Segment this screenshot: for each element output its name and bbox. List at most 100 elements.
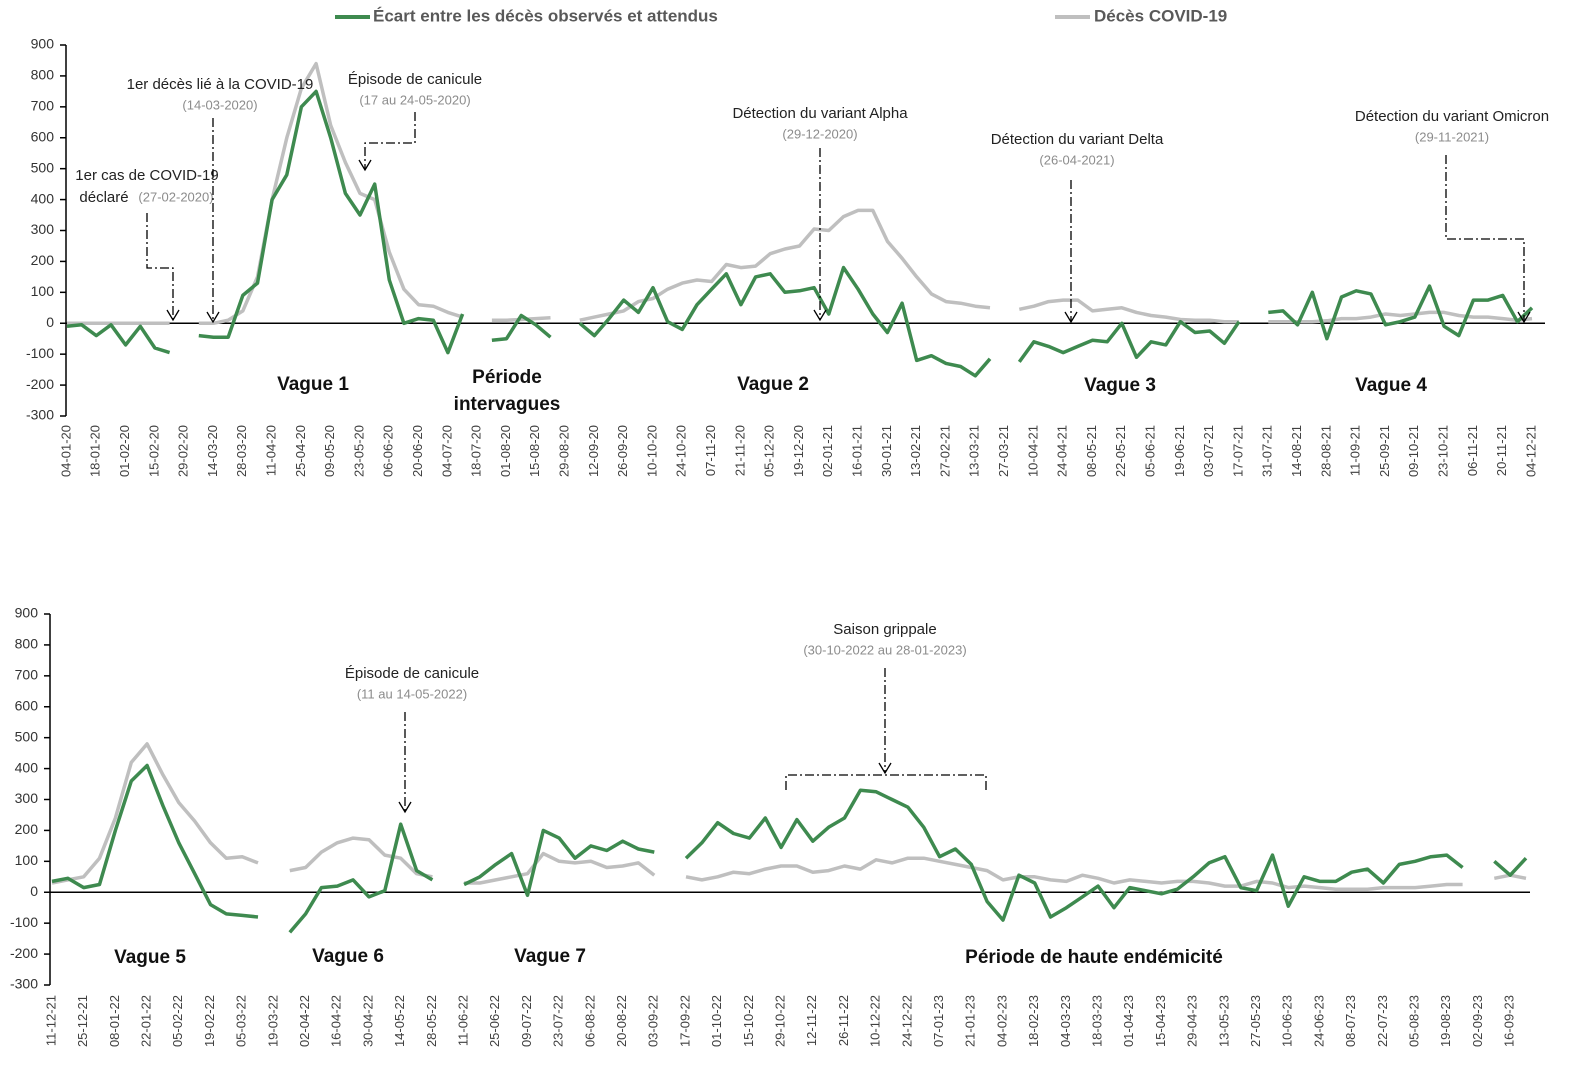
x-tick-label: 12-11-22	[804, 995, 819, 1046]
arrow-head	[878, 762, 892, 775]
x-tick-label: 04-01-20	[58, 425, 73, 477]
x-tick-label: 09-10-21	[1406, 425, 1421, 477]
arrow-head	[166, 309, 180, 322]
x-tick-label: 15-10-22	[741, 995, 756, 1047]
period-label: Vague 4	[1355, 375, 1427, 396]
x-tick-label: 17-09-22	[677, 995, 692, 1047]
x-tick-label: 18-07-20	[469, 425, 484, 477]
x-tick-label: 05-02-22	[170, 995, 185, 1047]
y-tick-label: 0	[46, 314, 54, 330]
y-tick-label: -100	[10, 914, 38, 930]
arrow-head	[813, 309, 827, 322]
x-tick-label: 20-08-22	[614, 995, 629, 1047]
annotation-date: (30-10-2022 au 28-01-2023)	[803, 642, 966, 657]
y-tick-label: 900	[15, 605, 39, 621]
x-tick-label: 16-04-22	[329, 995, 344, 1047]
y-tick-label: 900	[31, 36, 55, 52]
y-tick-label: -200	[10, 945, 38, 961]
x-tick-label: 08-07-23	[1343, 995, 1358, 1047]
annotation-date: (29-12-2020)	[782, 126, 857, 141]
annotation-text: Épisode de canicule	[348, 71, 482, 88]
x-tick-label: 26-11-22	[836, 995, 851, 1046]
y-tick-label: 400	[31, 190, 55, 206]
x-tick-label: 19-02-22	[202, 995, 217, 1047]
y-tick-label: 500	[31, 159, 55, 175]
y-tick-label: 100	[31, 283, 55, 299]
series-line	[51, 742, 1527, 891]
x-tick-label: 09-07-22	[519, 995, 534, 1047]
annotation-text: Saison grippale	[833, 621, 936, 638]
x-tick-label: 02-01-21	[820, 425, 835, 477]
y-tick-label: 800	[15, 636, 39, 652]
x-tick-label: 05-08-23	[1407, 995, 1422, 1047]
x-tick-label: 28-08-21	[1318, 425, 1333, 477]
y-tick-label: 200	[31, 252, 55, 268]
y-tick-label: 100	[15, 852, 39, 868]
legend-label: Écart entre les décès observés et attend…	[373, 6, 718, 25]
annotation-arrow	[146, 213, 174, 320]
annotation-bracket	[785, 774, 987, 790]
y-tick-label: 600	[15, 697, 39, 713]
x-tick-label: 24-04-21	[1055, 425, 1070, 477]
x-tick-label: 01-10-22	[709, 995, 724, 1047]
x-tick-label: 03-07-21	[1201, 425, 1216, 477]
x-tick-label: 19-12-20	[791, 425, 806, 477]
x-tick-label: 06-06-20	[381, 425, 396, 477]
y-tick-label: 200	[15, 821, 39, 837]
x-tick-label: 03-09-22	[646, 995, 661, 1047]
y-tick-label: -300	[26, 407, 54, 423]
period-label: Vague 3	[1084, 375, 1156, 396]
x-tick-label: 20-11-21	[1494, 425, 1509, 476]
annotation-text: déclaré	[79, 189, 128, 206]
x-tick-label: 29-02-20	[176, 425, 191, 477]
x-tick-label: 11-06-22	[456, 995, 471, 1046]
annotation-text: Détection du variant Delta	[991, 131, 1164, 148]
annotation-arrow	[364, 112, 416, 170]
x-tick-label: 24-12-22	[899, 995, 914, 1047]
x-tick-label: 24-06-23	[1311, 995, 1326, 1047]
x-tick-label: 01-02-20	[117, 425, 132, 477]
period-label: Période	[472, 367, 542, 388]
period-label: Vague 6	[312, 946, 384, 967]
period-label: Vague 2	[737, 374, 809, 395]
arrow-head	[206, 311, 220, 324]
annotation-date: (11 au 14-05-2022)	[357, 686, 467, 701]
x-tick-label: 22-01-22	[139, 995, 154, 1047]
x-tick-label: 14-08-21	[1289, 425, 1304, 477]
x-tick-label: 15-08-20	[527, 425, 542, 477]
x-tick-label: 13-02-21	[908, 425, 923, 477]
y-tick-label: 0	[30, 883, 38, 899]
x-tick-label: 23-07-22	[551, 995, 566, 1047]
x-tick-label: 08-01-22	[107, 995, 122, 1047]
y-tick-label: 300	[15, 790, 39, 806]
x-tick-label: 04-07-20	[439, 425, 454, 477]
annotation-date: (29-11-2021)	[1415, 129, 1489, 144]
series-line	[51, 763, 1528, 934]
x-tick-label: 11-12-21	[43, 995, 58, 1046]
arrow-head	[398, 801, 412, 814]
x-tick-label: 25-09-21	[1377, 425, 1392, 477]
x-tick-label: 10-06-23	[1280, 995, 1295, 1047]
y-tick-label: 500	[15, 728, 39, 744]
x-tick-label: 04-02-23	[994, 995, 1009, 1047]
x-tick-label: 05-03-22	[234, 995, 249, 1047]
x-tick-label: 25-12-21	[75, 995, 90, 1047]
x-tick-label: 31-07-21	[1260, 425, 1275, 477]
x-tick-label: 06-11-21	[1465, 425, 1480, 476]
x-tick-label: 01-08-20	[498, 425, 513, 477]
x-tick-label: 29-08-20	[557, 425, 572, 477]
x-tick-label: 02-04-22	[297, 995, 312, 1047]
x-tick-label: 23-10-21	[1436, 425, 1451, 477]
x-tick-label: 30-01-21	[879, 425, 894, 477]
x-tick-label: 18-03-23	[1090, 995, 1105, 1047]
y-tick-label: 600	[31, 128, 55, 144]
x-tick-label: 04-12-21	[1523, 425, 1538, 477]
x-tick-label: 09-05-20	[322, 425, 337, 477]
x-tick-label: 17-07-21	[1230, 425, 1245, 477]
y-tick-label: 700	[31, 98, 55, 114]
arrow-head	[1064, 311, 1078, 324]
x-tick-label: 15-02-20	[146, 425, 161, 477]
x-tick-label: 06-08-22	[582, 995, 597, 1047]
x-tick-label: 18-01-20	[88, 425, 103, 477]
x-tick-label: 11-04-20	[264, 425, 279, 476]
